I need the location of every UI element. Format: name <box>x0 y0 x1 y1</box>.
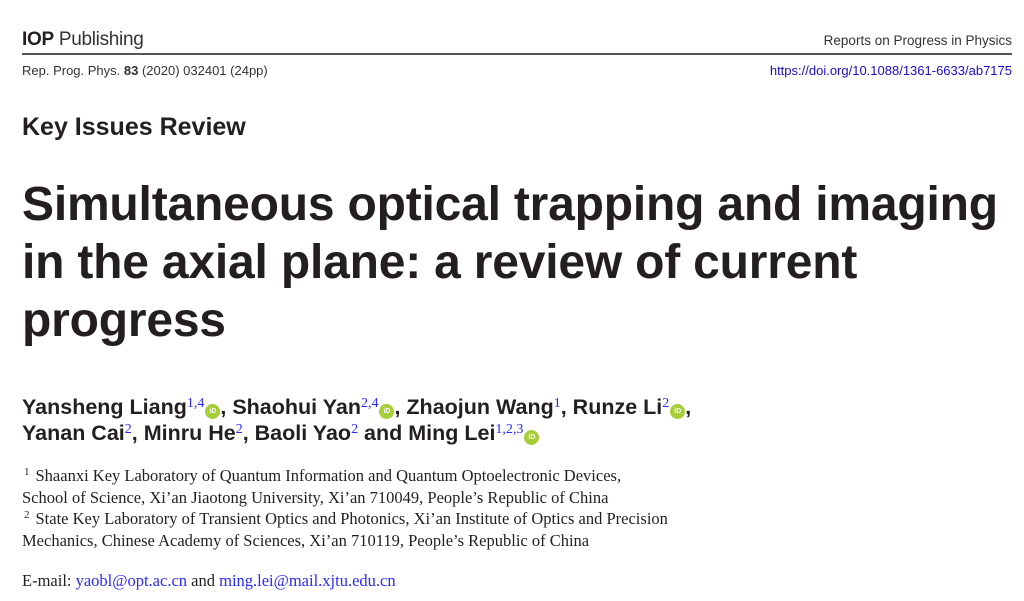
author-name: Baoli Yao <box>254 421 352 445</box>
affiliation-line: Shaanxi Key Laboratory of Quantum Inform… <box>35 466 622 485</box>
author-affiliation-sup[interactable]: 2 <box>662 396 670 411</box>
author-name: Ming Lei <box>408 421 496 445</box>
author-separator: , <box>560 395 573 419</box>
author-separator: , <box>394 395 407 419</box>
affiliation-line: School of Science, Xi’an Jiaotong Univer… <box>22 487 609 507</box>
author-separator: , <box>131 421 144 445</box>
email-line: E-mail: yaobl@opt.ac.cn and ming.lei@mai… <box>22 571 396 591</box>
author-affiliation-sup[interactable]: 2 <box>124 422 132 437</box>
author-name: Runze Li <box>572 395 663 419</box>
author-name: Minru He <box>143 421 236 445</box>
affiliation-line: Mechanics, Chinese Academy of Sciences, … <box>22 530 590 550</box>
author-name: Zhaojun Wang <box>406 395 554 419</box>
header-divider <box>22 53 1012 55</box>
title-line: in the axial plane: a review of current <box>22 236 858 289</box>
affiliation-number: 1 <box>24 466 30 478</box>
affiliation-line: State Key Laboratory of Transient Optics… <box>35 509 668 528</box>
affiliation: 2 State Key Laboratory of Transient Optic… <box>22 508 1022 530</box>
author-affiliation-sup[interactable]: 2 <box>351 422 359 437</box>
author-affiliation-sup[interactable]: 1 <box>553 396 561 411</box>
orcid-icon[interactable]: iD <box>670 404 686 419</box>
author-affiliation-sup[interactable]: 1,2,3 <box>495 422 524 437</box>
author-list: Yansheng Liang1,4iD, Shaohui Yan2,4iD, Z… <box>22 394 1022 446</box>
affiliations: 1 Shaanxi Key Laboratory of Quantum Infor… <box>22 465 1022 551</box>
title-line: Simultaneous optical trapping and imagin… <box>22 178 998 231</box>
citation-suffix: (2020) 032401 (24pp) <box>138 63 268 78</box>
author-separator: and <box>358 421 409 445</box>
author-name: Yansheng Liang <box>22 395 187 419</box>
affiliation: 1 Shaanxi Key Laboratory of Quantum Infor… <box>22 465 1022 487</box>
author-name: Shaohui Yan <box>232 395 361 419</box>
email-label: E-mail: <box>22 571 76 590</box>
author-separator: , <box>685 395 692 419</box>
logo-bold: IOP <box>22 29 54 50</box>
paper-title: Simultaneous optical trapping and imagin… <box>22 176 1012 350</box>
author-affiliation-sup[interactable]: 1,4 <box>186 396 205 411</box>
author-separator: , <box>220 395 233 419</box>
orcid-icon[interactable]: iD <box>205 404 221 419</box>
email-link[interactable]: yaobl@opt.ac.cn <box>75 571 188 590</box>
logo-text: Publishing <box>53 29 144 50</box>
title-line: progress <box>22 294 226 347</box>
author-name: Yanan Cai <box>22 421 125 445</box>
author-separator: , <box>242 421 255 445</box>
citation: Rep. Prog. Phys. 83 (2020) 032401 (24pp) <box>22 63 268 78</box>
author-affiliation-sup[interactable]: 2 <box>235 422 243 437</box>
article-type: Key Issues Review <box>22 113 246 141</box>
email-link[interactable]: ming.lei@mail.xjtu.edu.cn <box>219 571 396 590</box>
email-joiner: and <box>187 571 220 590</box>
journal-name: Reports on Progress in Physics <box>823 33 1012 48</box>
orcid-icon[interactable]: iD <box>379 404 395 419</box>
affiliation-number: 2 <box>24 509 30 521</box>
publisher-logo: IOP Publishing <box>22 29 144 51</box>
orcid-icon[interactable]: iD <box>524 430 540 445</box>
author-affiliation-sup[interactable]: 2,4 <box>360 396 379 411</box>
citation-volume: 83 <box>123 63 139 78</box>
citation-prefix: Rep. Prog. Phys. <box>22 63 124 78</box>
doi-link[interactable]: https://doi.org/10.1088/1361-6633/ab7175 <box>769 63 1012 78</box>
